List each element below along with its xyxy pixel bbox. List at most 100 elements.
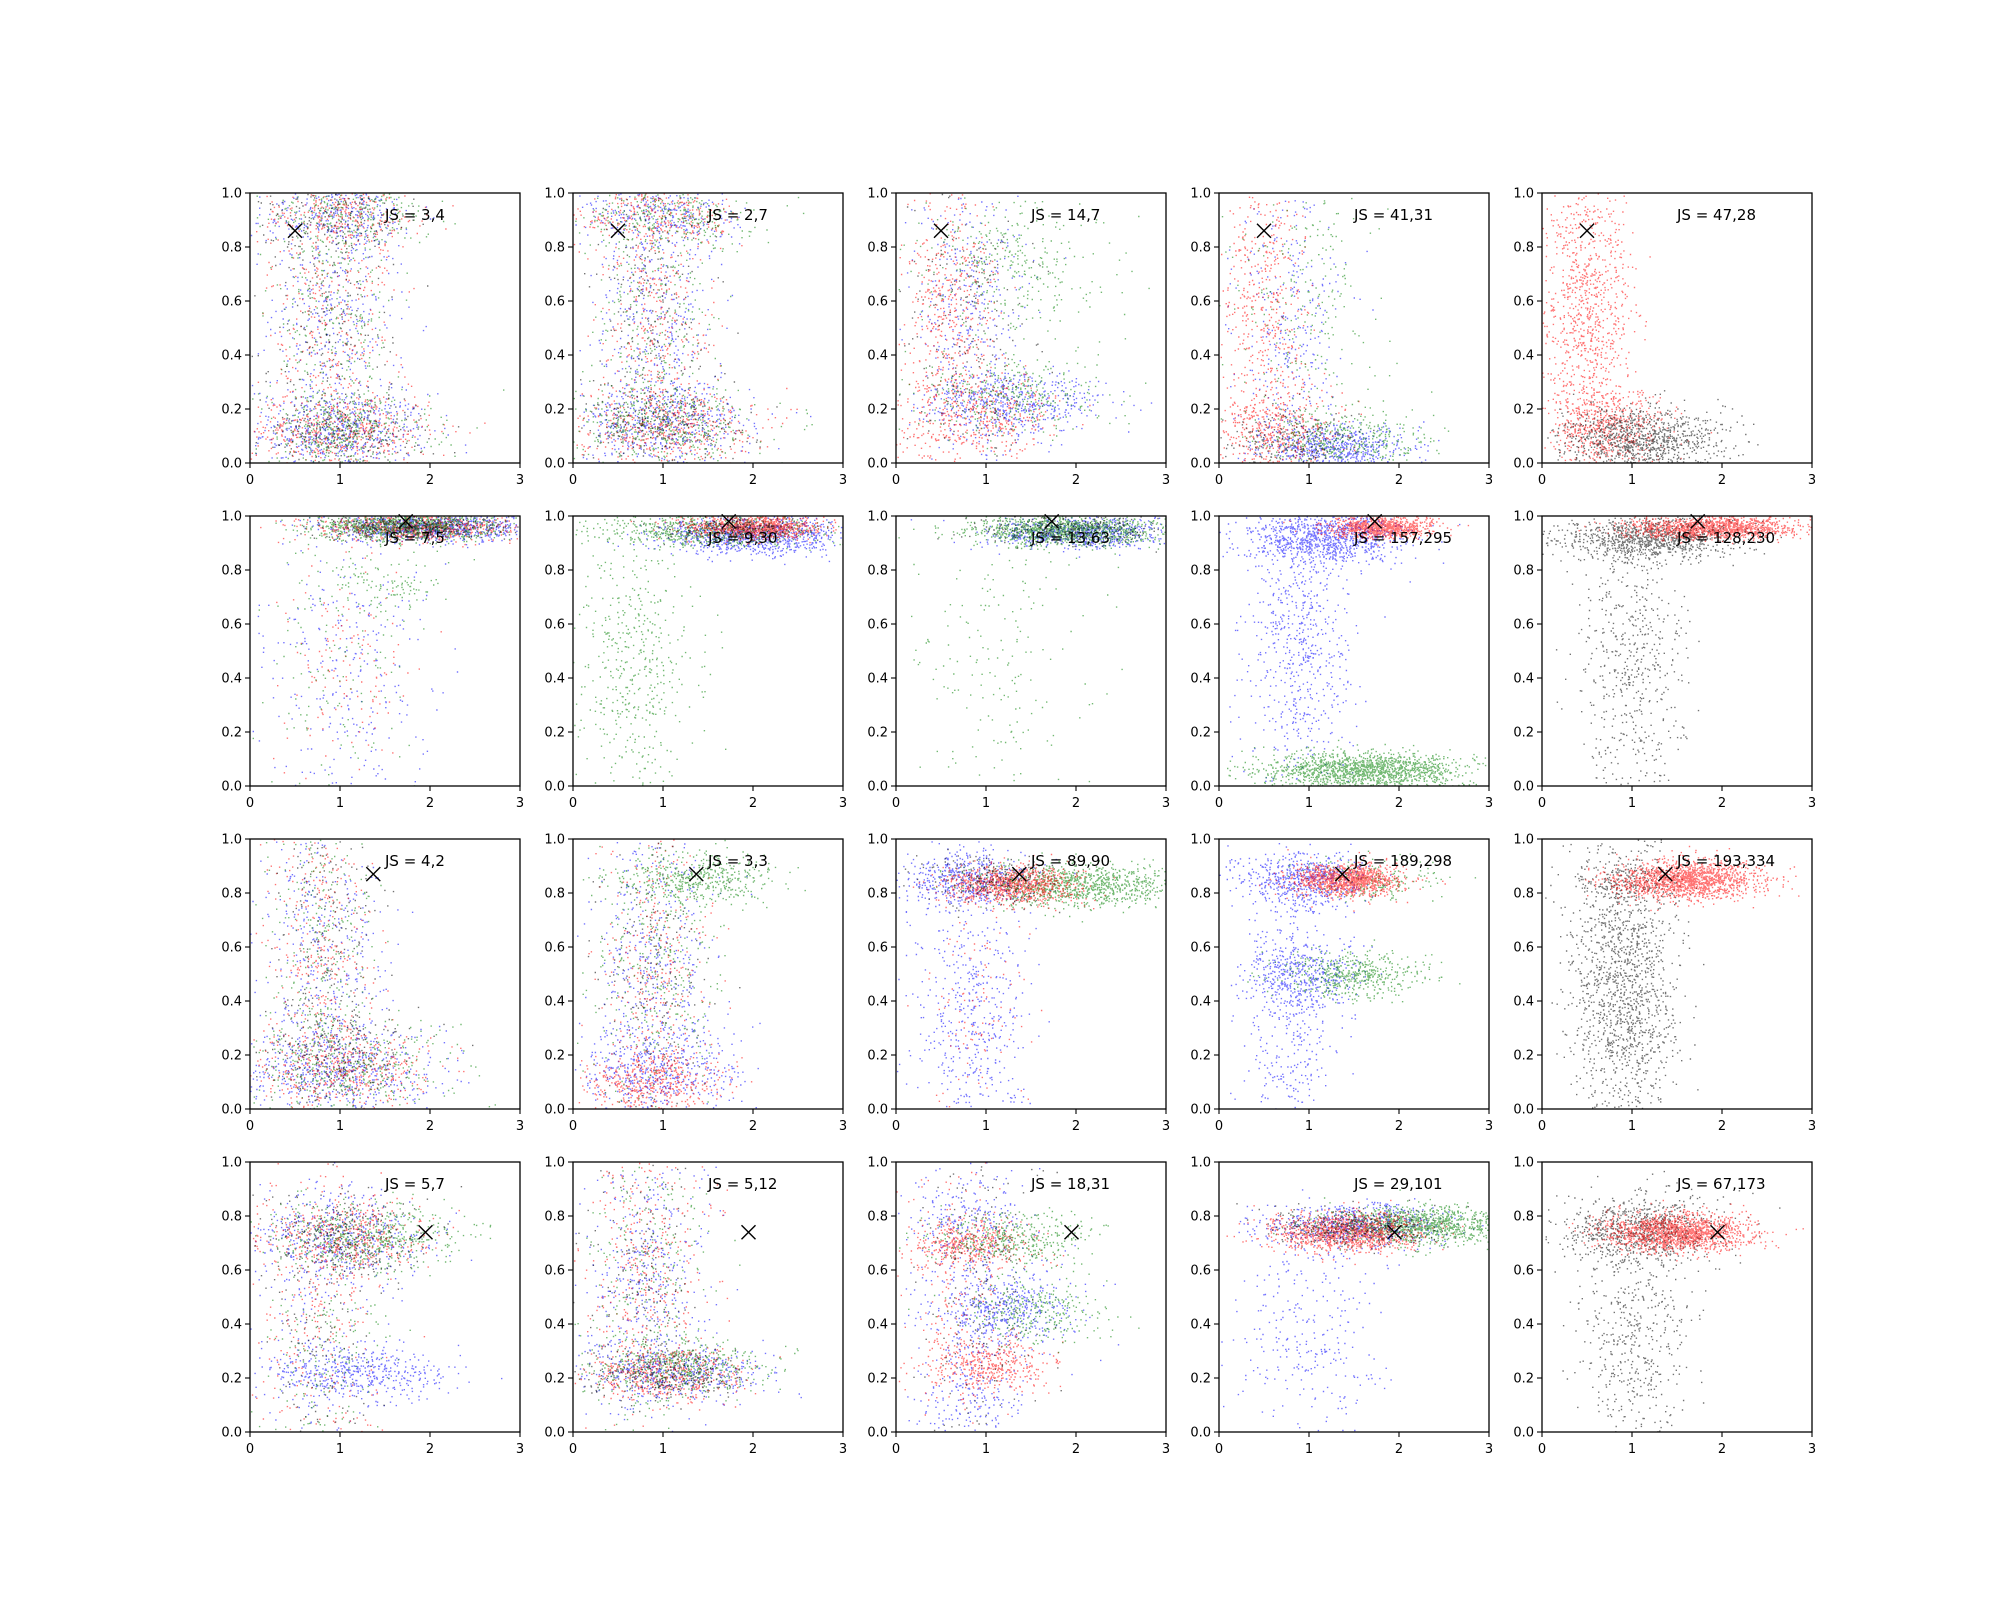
x-tick-label: 0 xyxy=(1215,1119,1223,1134)
y-tick-label: 0.0 xyxy=(1513,780,1534,795)
x-tick-label: 3 xyxy=(1485,1119,1493,1134)
y-tick-label: 0.0 xyxy=(1190,780,1211,795)
y-tick-label: 0.4 xyxy=(1190,672,1211,687)
y-tick-label: 0.8 xyxy=(1513,1210,1534,1225)
x-tick-label: 1 xyxy=(659,1442,667,1457)
scatter-points xyxy=(252,516,520,786)
subplot: 0 1 2 3 0.0 0.2 0.4 0.6 0.8 1.0 JS = 2,7 xyxy=(544,187,847,489)
series-points-red xyxy=(1542,193,1713,463)
js-annotation: JS = 193,334 xyxy=(1676,852,1775,870)
x-tick-label: 3 xyxy=(1808,1119,1816,1134)
y-tick-label: 0.4 xyxy=(1513,995,1534,1010)
js-annotation: JS = 189,298 xyxy=(1353,852,1452,870)
series-points-black xyxy=(300,516,519,542)
scatter-points xyxy=(896,1162,1140,1432)
y-tick-label: 0.8 xyxy=(221,241,242,256)
y-tick-label: 0.8 xyxy=(544,887,565,902)
y-tick-label: 0.8 xyxy=(867,241,888,256)
x-tick-label: 2 xyxy=(749,473,757,488)
axes-frame xyxy=(1541,1161,1813,1433)
subplot-grid: 0 1 2 3 0.0 0.2 0.4 0.6 0.8 1.0 JS = 3,4 0 1 2 3 0.0 0.2… xyxy=(221,187,1816,1458)
y-tick-label: 0.6 xyxy=(544,1264,565,1279)
x-tick-label: 2 xyxy=(1395,796,1403,811)
y-tick-label: 0.2 xyxy=(221,403,242,418)
y-tick-label: 0.8 xyxy=(544,241,565,256)
x-tick-label: 3 xyxy=(1808,473,1816,488)
y-tick-label: 0.2 xyxy=(867,726,888,741)
series-points-green xyxy=(933,852,1166,923)
y-tick-label: 0.2 xyxy=(1190,403,1211,418)
js-annotation: JS = 41,31 xyxy=(1353,206,1433,224)
y-tick-label: 0.2 xyxy=(221,1372,242,1387)
y-tick-label: 0.8 xyxy=(1190,887,1211,902)
axes-frame xyxy=(1218,192,1490,464)
series-red xyxy=(1226,1199,1464,1266)
x-tick-label: 2 xyxy=(1718,796,1726,811)
x-marker xyxy=(741,1224,756,1240)
x-tick-label: 3 xyxy=(839,473,847,488)
series-points-blue xyxy=(1221,1189,1484,1432)
js-annotation: JS = 2,7 xyxy=(707,206,768,224)
x-tick-label: 0 xyxy=(246,796,254,811)
y-tick-label: 0.4 xyxy=(544,995,565,1010)
x-tick-label: 2 xyxy=(1718,1442,1726,1457)
y-tick-label: 1.0 xyxy=(867,510,888,525)
x-tick-label: 1 xyxy=(336,473,344,488)
y-tick-label: 0.2 xyxy=(867,1372,888,1387)
subplot: 0 1 2 3 0.0 0.2 0.4 0.6 0.8 1.0 JS = 9,30 xyxy=(544,510,847,812)
y-tick-label: 1.0 xyxy=(544,187,565,202)
y-tick-label: 0.2 xyxy=(1190,1049,1211,1064)
y-tick-label: 0.8 xyxy=(1190,564,1211,579)
x-tick-label: 1 xyxy=(1305,1442,1313,1457)
x-tick-label: 3 xyxy=(1162,1442,1170,1457)
scatter-points xyxy=(1545,1170,1804,1432)
y-tick-label: 0.6 xyxy=(867,295,888,310)
x-tick-label: 2 xyxy=(1395,473,1403,488)
series-black xyxy=(587,842,741,1108)
series-green xyxy=(933,852,1166,923)
axes-frame xyxy=(572,192,844,464)
x-tick-label: 3 xyxy=(1808,1442,1816,1457)
x-tick-label: 0 xyxy=(892,796,900,811)
axes-frame xyxy=(572,838,844,1110)
x-tick-label: 0 xyxy=(569,473,577,488)
series-green xyxy=(574,1166,799,1431)
y-tick-label: 0.6 xyxy=(867,1264,888,1279)
x-tick-label: 1 xyxy=(1628,1442,1636,1457)
x-tick-label: 2 xyxy=(426,1119,434,1134)
x-tick-label: 3 xyxy=(516,1442,524,1457)
series-black xyxy=(937,516,1159,553)
y-tick-label: 1.0 xyxy=(544,833,565,848)
y-tick-label: 0.6 xyxy=(867,941,888,956)
x-tick-label: 3 xyxy=(516,473,524,488)
y-tick-label: 0.6 xyxy=(221,941,242,956)
scatter-points xyxy=(573,1162,802,1432)
x-tick-label: 0 xyxy=(569,1119,577,1134)
x-tick-label: 1 xyxy=(1305,473,1313,488)
subplot: 0 1 2 3 0.0 0.2 0.4 0.6 0.8 1.0 JS = 41,31 xyxy=(1190,187,1493,489)
series-black xyxy=(300,516,519,542)
y-tick-label: 0.2 xyxy=(1190,1372,1211,1387)
y-tick-label: 0.8 xyxy=(867,564,888,579)
y-tick-label: 0.8 xyxy=(867,1210,888,1225)
y-tick-label: 0.6 xyxy=(544,618,565,633)
x-tick-label: 2 xyxy=(1395,1442,1403,1457)
y-tick-label: 0.2 xyxy=(221,1049,242,1064)
js-annotation: JS = 29,101 xyxy=(1353,1175,1443,1193)
y-tick-label: 0.0 xyxy=(221,457,242,472)
js-annotation: JS = 89,90 xyxy=(1030,852,1110,870)
x-tick-label: 2 xyxy=(1718,1119,1726,1134)
series-black xyxy=(573,1164,752,1413)
x-tick-label: 3 xyxy=(1162,1119,1170,1134)
scatter-points xyxy=(896,841,1166,1109)
y-tick-label: 0.8 xyxy=(1190,1210,1211,1225)
x-tick-label: 1 xyxy=(1305,796,1313,811)
y-tick-label: 0.6 xyxy=(221,1264,242,1279)
series-points-blue xyxy=(896,841,1076,1109)
series-points-black xyxy=(913,1166,1062,1432)
series-points-red xyxy=(1585,845,1800,912)
subplot: 0 1 2 3 0.0 0.2 0.4 0.6 0.8 1.0 JS = 29,101 xyxy=(1190,1156,1493,1458)
y-tick-label: 0.2 xyxy=(1190,726,1211,741)
js-annotation: JS = 67,173 xyxy=(1676,1175,1766,1193)
x-tick-label: 0 xyxy=(569,1442,577,1457)
